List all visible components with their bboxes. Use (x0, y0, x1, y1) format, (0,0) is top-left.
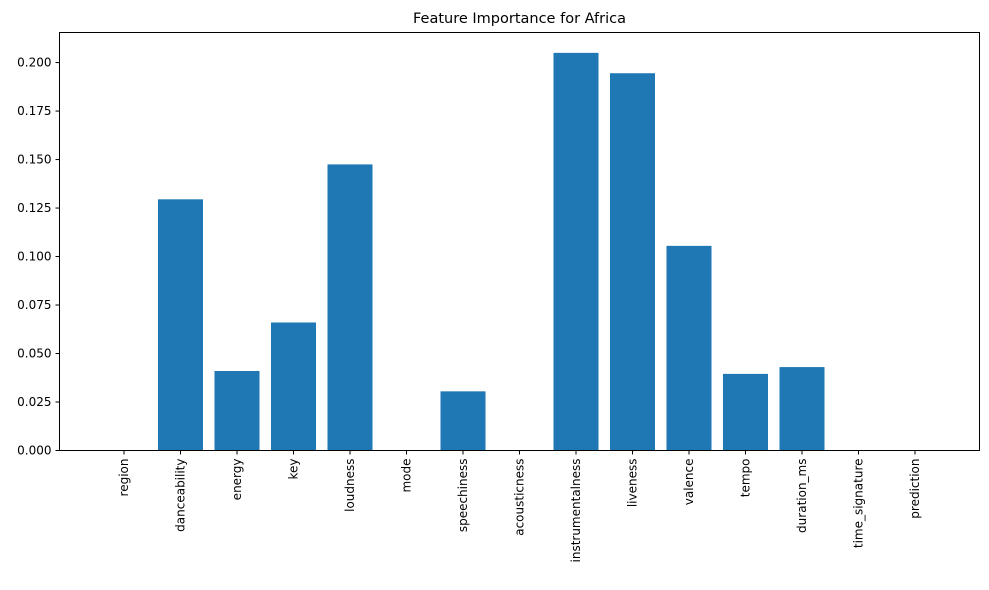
bar-danceability (158, 199, 203, 451)
y-tick-label: 0.125 (17, 201, 51, 215)
x-tick-label: loudness (343, 459, 357, 512)
bar-duration-ms (779, 367, 825, 451)
bar-key (271, 322, 316, 451)
chart-title: Feature Importance for Africa (413, 11, 626, 27)
bars-group (158, 52, 825, 451)
y-tick-label: 0.100 (17, 250, 51, 264)
bar-instrumentalness (553, 52, 599, 451)
x-tick-label: mode (400, 459, 414, 493)
x-tick-label: duration_ms (795, 459, 809, 533)
y-tick-label: 0.050 (17, 347, 51, 361)
x-tick-label: liveness (626, 459, 640, 508)
y-tick-label: 0.025 (17, 395, 51, 409)
x-tick-label: energy (230, 459, 244, 501)
x-tick-label: instrumentalness (569, 459, 583, 563)
y-axis: 0.000 0.025 0.050 0.075 0.100 0.125 0.150 0.175… (17, 56, 60, 458)
y-tick-label: 0.175 (17, 104, 51, 118)
y-tick-label: 0.200 (17, 56, 51, 70)
x-tick-label: danceability (174, 459, 188, 532)
plot-frame (59, 32, 980, 451)
x-tick-label: tempo (739, 459, 753, 498)
bar-speechiness (440, 391, 486, 451)
bar-loudness (327, 164, 373, 451)
x-tick-label: time_signature (852, 459, 866, 549)
y-tick-label: 0.075 (17, 298, 51, 312)
bar-energy (214, 370, 260, 451)
x-tick-label: valence (682, 459, 696, 506)
bar-valence (666, 245, 712, 451)
x-tick-label: key (287, 459, 301, 480)
x-tick-label: acousticness (513, 459, 527, 536)
bar-tempo (723, 373, 768, 451)
x-axis: region danceability energy key loudness mode s… (117, 450, 922, 563)
y-tick-label: 0.150 (17, 153, 51, 167)
x-tick-label: region (117, 459, 131, 497)
x-tick-label: speechiness (456, 459, 470, 533)
bar-liveness (610, 73, 655, 451)
x-tick-label: prediction (908, 459, 922, 519)
y-tick-label: 0.000 (17, 444, 51, 458)
